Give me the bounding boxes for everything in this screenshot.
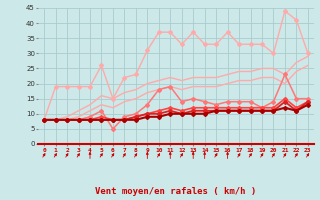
Text: Vent moyen/en rafales ( km/h ): Vent moyen/en rafales ( km/h ) xyxy=(95,187,257,196)
